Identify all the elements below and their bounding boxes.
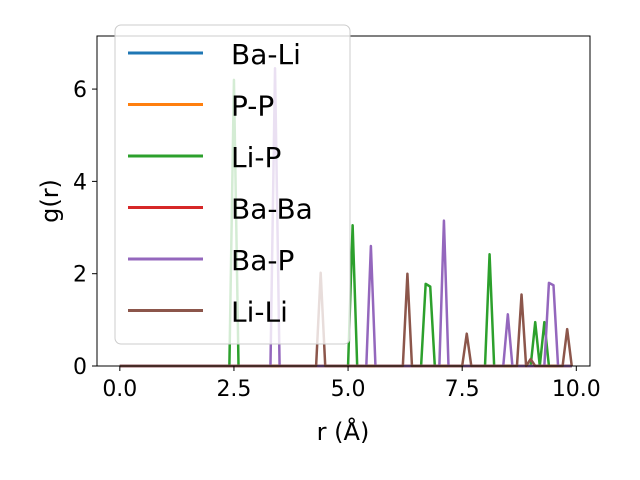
x-tick-label: 10.0 — [552, 377, 601, 402]
x-axis-label: r (Å) — [317, 417, 370, 446]
y-tick-label: 2 — [73, 263, 87, 288]
x-tick-label: 7.5 — [445, 377, 480, 402]
y-axis: 0 2 4 6 — [73, 78, 97, 380]
y-tick-label: 4 — [73, 170, 87, 195]
x-tick-label: 2.5 — [216, 377, 251, 402]
legend-label: P-P — [231, 90, 274, 123]
legend-label: Li-P — [231, 141, 281, 174]
y-tick-label: 6 — [73, 78, 87, 103]
y-tick-label: 0 — [73, 355, 87, 380]
legend-label: Ba-P — [231, 244, 294, 277]
x-axis: 0.0 2.5 5.0 7.5 10.0 — [102, 366, 601, 402]
y-axis-label: g(r) — [36, 179, 64, 223]
legend-label: Ba-Ba — [231, 193, 313, 226]
x-tick-label: 5.0 — [331, 377, 366, 402]
x-tick-label: 0.0 — [102, 377, 137, 402]
legend-label: Ba-Li — [231, 38, 301, 71]
legend: Ba-Li P-P Li-P Ba-Ba Ba-P Li-Li — [114, 24, 351, 345]
legend-label: Li-Li — [231, 296, 288, 329]
